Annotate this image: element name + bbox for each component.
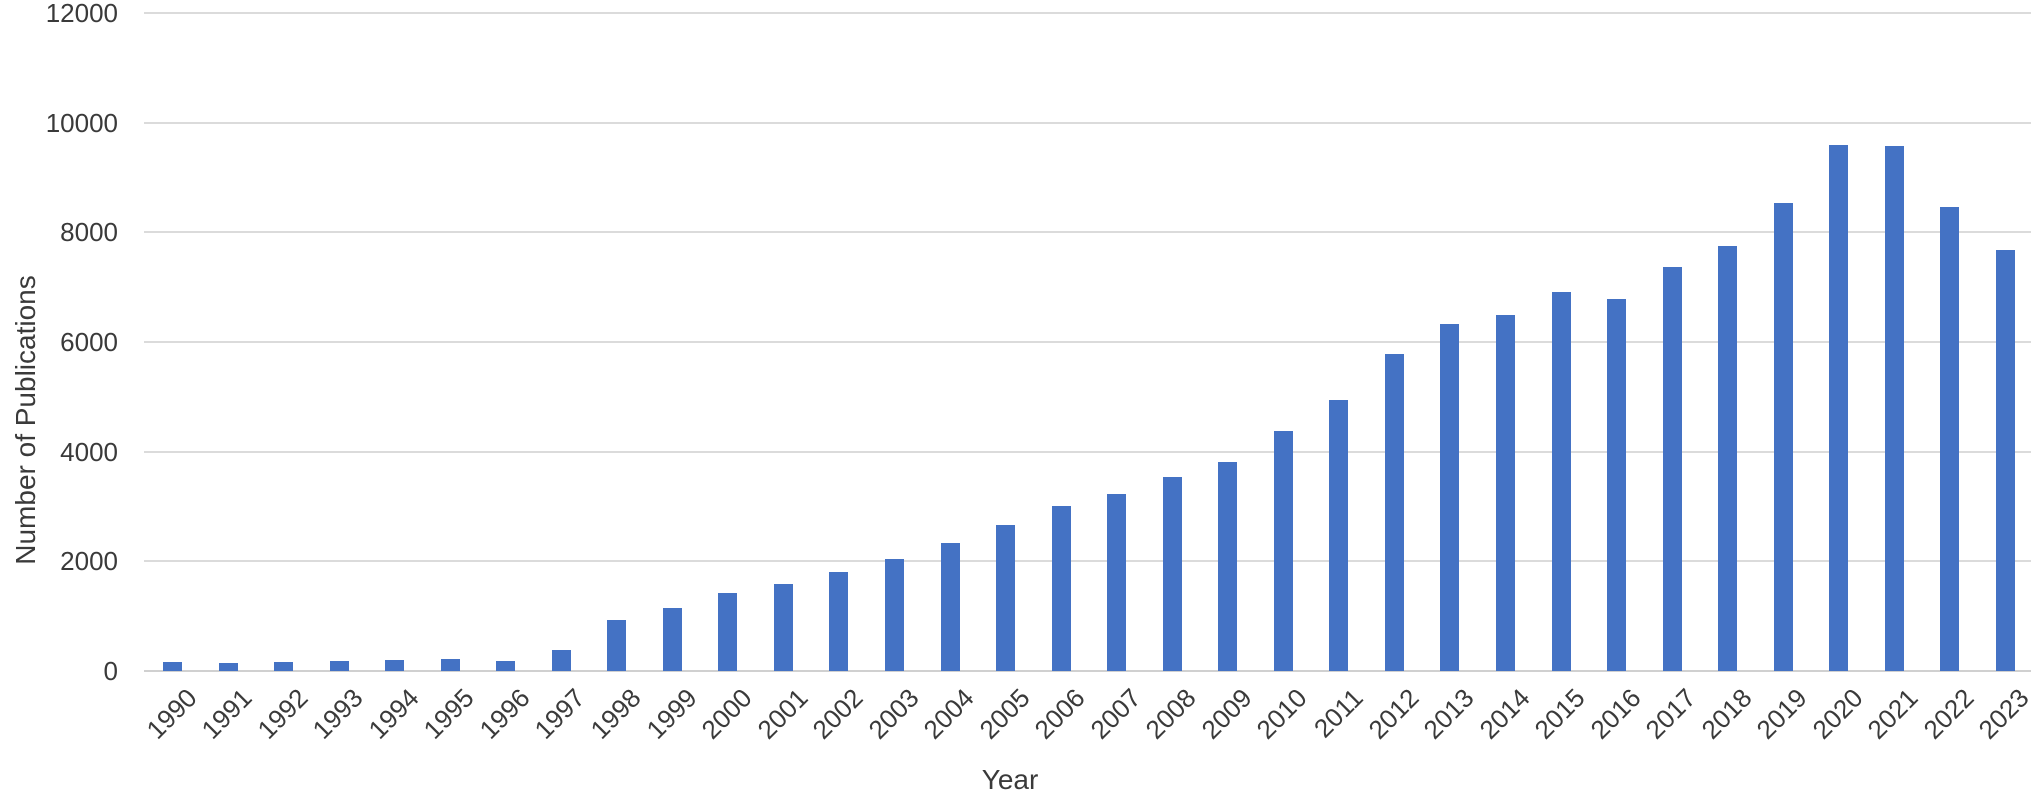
- x-tick-label-1996: 1996: [473, 682, 536, 745]
- x-tick-label-1990: 1990: [140, 682, 203, 745]
- x-tick-label-1995: 1995: [417, 682, 481, 745]
- x-tick-label-2002: 2002: [806, 682, 869, 745]
- bar-1992: [274, 661, 294, 671]
- bar-1999: [662, 608, 682, 671]
- y-axis-title: Number of Publications: [10, 275, 41, 565]
- bar-2013: [1440, 323, 1460, 671]
- y-tick-label-0: 0: [103, 656, 118, 686]
- bar-2000: [718, 593, 738, 671]
- x-tick-label-1998: 1998: [584, 682, 647, 745]
- bar-2011: [1329, 400, 1349, 671]
- bar-1994: [385, 659, 405, 671]
- bar-2005: [996, 525, 1016, 671]
- x-tick-label-2001: 2001: [751, 682, 814, 745]
- bar-2007: [1107, 494, 1127, 671]
- bar-2012: [1384, 353, 1404, 671]
- bar-2020: [1829, 144, 1849, 671]
- x-tick-label-2020: 2020: [1806, 682, 1869, 745]
- x-tick-label-2013: 2013: [1417, 682, 1480, 745]
- gridline-6000: [144, 341, 2031, 343]
- bar-2015: [1551, 291, 1571, 671]
- gridline-8000: [144, 231, 2031, 234]
- gridline-10000: [144, 121, 2031, 124]
- bar-2009: [1218, 461, 1238, 671]
- x-tick-label-2022: 2022: [1917, 682, 1980, 745]
- x-tick-label-2018: 2018: [1695, 682, 1758, 745]
- bar-2019: [1773, 202, 1793, 671]
- x-tick-label-2004: 2004: [917, 682, 980, 745]
- x-tick-label-2019: 2019: [1750, 682, 1813, 745]
- x-tick-label-2015: 2015: [1528, 682, 1591, 745]
- bar-2018: [1718, 246, 1738, 671]
- y-tick-label-4000: 4000: [60, 436, 118, 467]
- bar-2004: [940, 543, 960, 671]
- bar-1998: [607, 620, 627, 671]
- x-tick-label-1999: 1999: [640, 682, 703, 745]
- bar-2022: [1940, 206, 1960, 671]
- x-tick-label-2017: 2017: [1639, 682, 1702, 745]
- x-tick-label-2007: 2007: [1084, 682, 1147, 745]
- y-tick-label-2000: 2000: [60, 546, 118, 577]
- bar-2001: [773, 584, 793, 671]
- x-tick-label-2009: 2009: [1195, 682, 1258, 745]
- x-tick-label-2000: 2000: [695, 682, 758, 745]
- bar-1990: [163, 661, 182, 671]
- y-tick-label-12000: 12000: [45, 0, 118, 28]
- bar-2008: [1162, 477, 1182, 671]
- bar-2021: [1884, 145, 1904, 671]
- x-tick-label-2021: 2021: [1861, 682, 1925, 745]
- bar-2010: [1273, 431, 1293, 671]
- bar-1993: [329, 660, 349, 671]
- x-tick-label-2006: 2006: [1028, 682, 1091, 745]
- bar-2016: [1607, 298, 1627, 671]
- x-tick-label-1994: 1994: [362, 682, 425, 745]
- x-axis-title: Year: [981, 764, 1039, 795]
- x-tick-label-1997: 1997: [528, 682, 592, 745]
- bar-2003: [885, 559, 905, 671]
- bar-2006: [1051, 505, 1071, 671]
- x-tick-label-2003: 2003: [862, 682, 925, 745]
- bar-1991: [218, 662, 238, 671]
- gridline-12000: [144, 12, 2031, 14]
- bar-1995: [440, 658, 460, 671]
- gridline-4000: [144, 450, 2031, 453]
- bar-2014: [1495, 315, 1515, 671]
- y-tick-label-8000: 8000: [60, 217, 118, 248]
- bar-2017: [1662, 267, 1682, 671]
- x-tick-label-2016: 2016: [1584, 682, 1647, 745]
- y-tick-label-10000: 10000: [45, 107, 118, 138]
- gridline-2000: [144, 560, 2031, 563]
- y-tick-label-6000: 6000: [60, 327, 118, 357]
- x-axis-line: [144, 670, 2031, 672]
- x-tick-label-1992: 1992: [251, 682, 314, 745]
- x-tick-label-2014: 2014: [1473, 682, 1536, 745]
- x-tick-label-1991: 1991: [195, 682, 258, 745]
- bar-2002: [829, 572, 849, 671]
- x-tick-label-2005: 2005: [973, 682, 1036, 745]
- x-tick-label-2008: 2008: [1139, 682, 1203, 745]
- x-tick-label-2012: 2012: [1362, 682, 1425, 745]
- x-tick-label-2023: 2023: [1973, 682, 2034, 745]
- x-tick-label-1993: 1993: [306, 682, 369, 745]
- bar-1997: [551, 649, 571, 671]
- bar-1996: [496, 661, 516, 671]
- x-tick-label-2011: 2011: [1307, 682, 1369, 744]
- x-tick-label-2010: 2010: [1250, 682, 1314, 745]
- bar-2023: [1995, 249, 2015, 671]
